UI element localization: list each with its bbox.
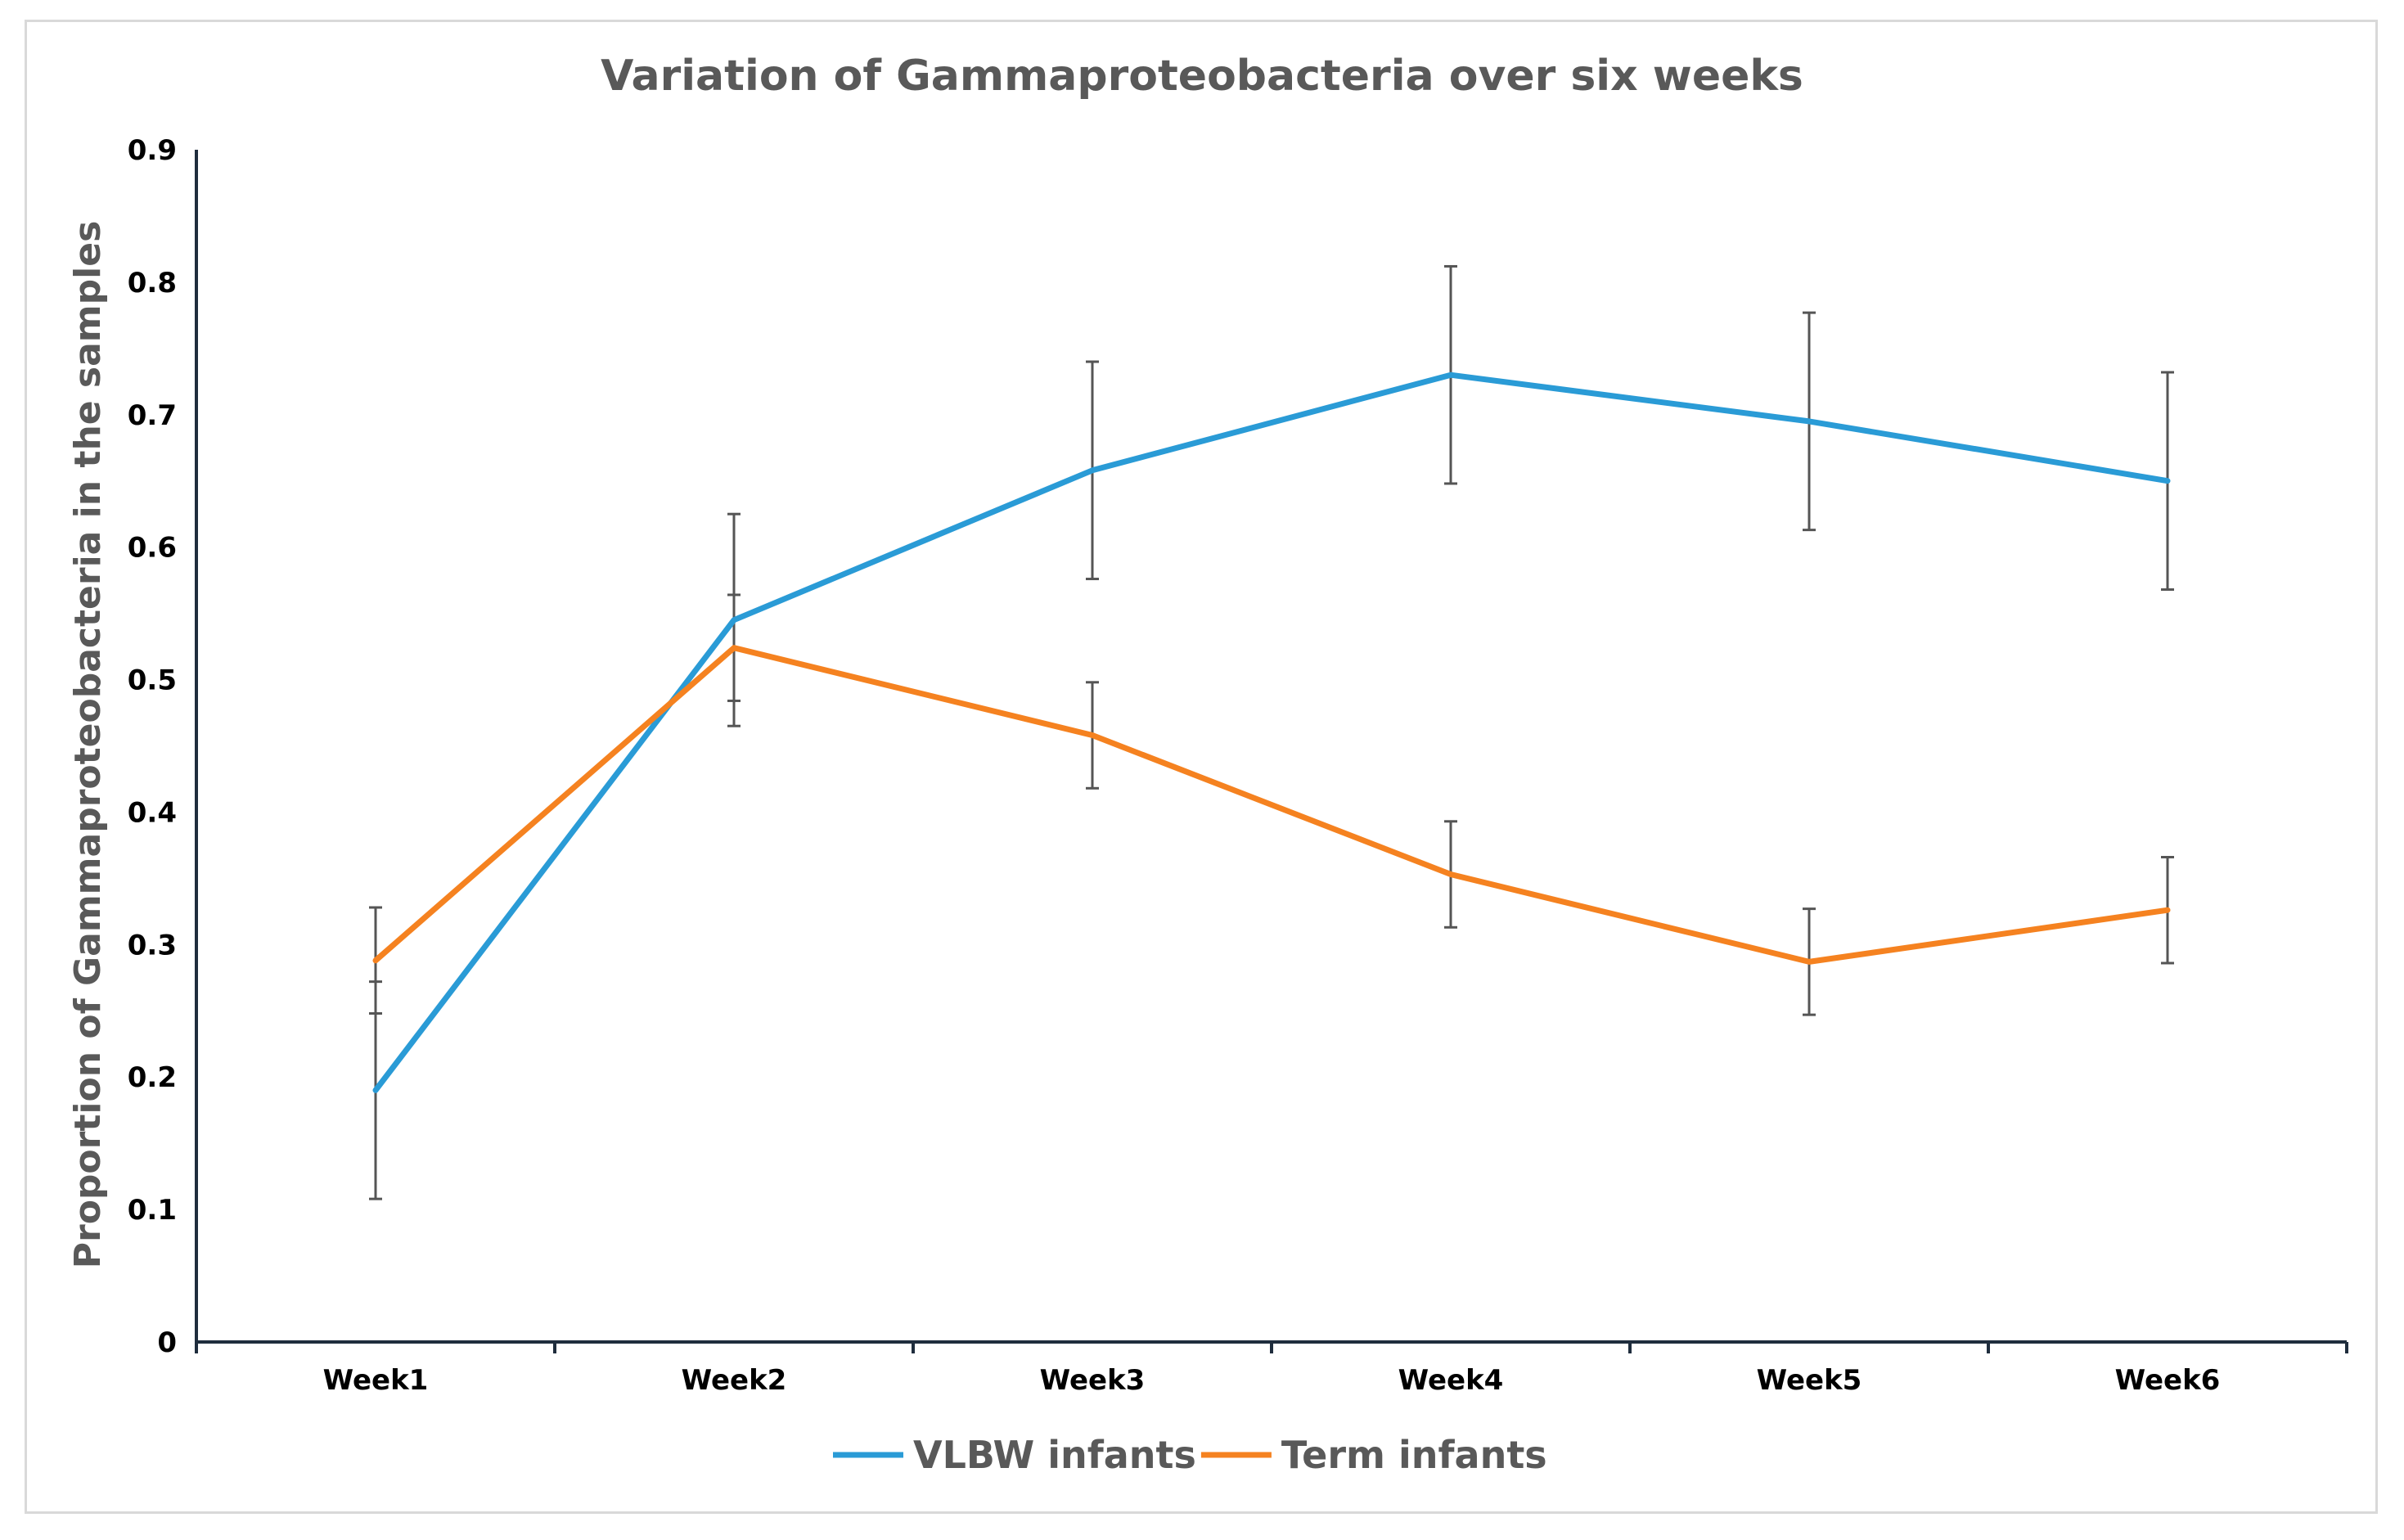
tick-labels: 0 0.1 0.2 0.3 0.4 0.5 0.6 0.7 0.8 0.9 Week1 Week2 We… — [128, 134, 2221, 1397]
series-lines — [372, 371, 2171, 1093]
x-tick-label: Week1 — [323, 1364, 429, 1397]
data-point — [1808, 961, 1810, 962]
y-tick-label: 0.4 — [128, 796, 177, 829]
y-tick-label: 0.5 — [128, 664, 177, 697]
legend-item: VLBW infants — [833, 1433, 1196, 1477]
chart-frame — [25, 20, 2378, 1514]
data-point — [733, 619, 735, 621]
data-point — [1450, 374, 1452, 376]
data-point — [1092, 470, 1093, 471]
y-tick-label: 0 — [157, 1326, 177, 1359]
legend-label: VLBW infants — [913, 1433, 1196, 1477]
y-axis-label: Proportion of Gammaproteobacteria in the… — [67, 221, 109, 1269]
data-point — [1092, 735, 1093, 736]
axes — [195, 150, 2348, 1353]
chart-title: Variation of Gammaproteobacteria over si… — [601, 52, 1803, 101]
legend: VLBW infants Term infants — [833, 1433, 1547, 1477]
data-point — [733, 647, 735, 649]
x-tick-label: Week6 — [2115, 1364, 2221, 1397]
y-tick-label: 0.9 — [128, 134, 177, 167]
x-tick-label: Week3 — [1040, 1364, 1146, 1397]
y-tick-label: 0.7 — [128, 399, 177, 432]
x-tick-label: Week5 — [1757, 1364, 1862, 1397]
legend-item: Term infants — [1200, 1433, 1547, 1477]
series-line-term-infants — [372, 645, 2171, 965]
legend-label: Term infants — [1281, 1433, 1547, 1477]
x-tick-label: Week2 — [682, 1364, 787, 1397]
data-point — [1450, 874, 1452, 876]
series-line-vlbw-infants — [372, 371, 2171, 1093]
y-tick-label: 0.3 — [128, 929, 177, 961]
y-tick-label: 0.6 — [128, 532, 177, 565]
y-tick-label: 0.1 — [128, 1194, 177, 1227]
y-tick-label: 0.2 — [128, 1061, 177, 1094]
y-tick-label: 0.8 — [128, 267, 177, 299]
x-tick-label: Week4 — [1398, 1364, 1504, 1397]
